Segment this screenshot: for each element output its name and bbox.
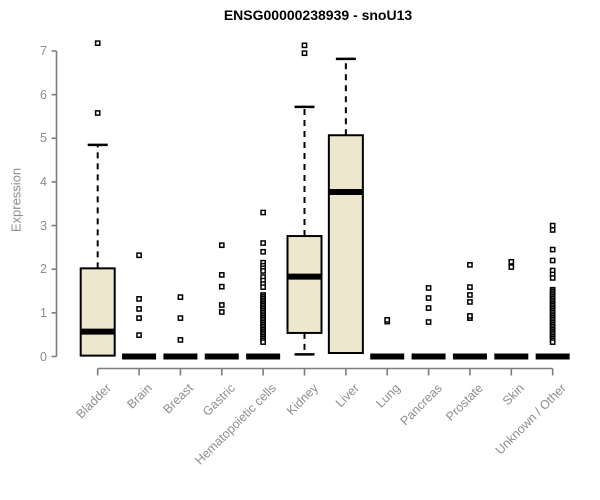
outlier-point [260,284,266,290]
y-tick-label: 3 [40,218,47,233]
outlier-point [260,248,266,255]
outlier-point [94,110,101,116]
outlier-point [136,315,142,321]
box-group [79,40,116,357]
outlier-point [301,50,308,57]
y-tick-label: 7 [40,44,47,59]
chart-title: ENSG00000238939 - snoU13 [223,7,413,23]
box-group [411,285,446,360]
outlier-point [260,209,266,216]
outlier-point [136,306,142,312]
outlier-point [177,315,184,321]
outlier-point [425,319,432,325]
outlier-point [549,257,556,264]
outlier-point [549,275,556,281]
outlier-point [467,284,473,290]
outlier-point [260,268,266,274]
outlier-point [467,292,473,298]
box-group [535,222,570,360]
outlier-point [508,264,515,270]
outlier-point [467,262,473,268]
outlier-point [218,309,225,315]
y-tick-label: 1 [40,305,47,320]
outlier-point [136,252,142,259]
box-group [246,209,281,360]
outlier-point [549,222,556,229]
outlier-point [549,227,556,233]
outlier-point [549,339,556,345]
box-group [327,57,364,355]
outlier-point [425,285,432,291]
outlier-point [508,258,515,265]
outlier-point [467,299,473,305]
box-group [370,316,405,360]
outlier-point [94,40,101,47]
outlier-point [425,295,432,301]
outlier-point [549,246,556,253]
outlier-point [218,283,225,290]
outlier-point [218,302,225,308]
outlier-point [136,332,142,338]
box-group [204,242,239,360]
outlier-point [177,337,184,343]
box-group [163,294,198,360]
box-group [286,42,323,356]
box-group [122,252,157,360]
outlier-point [467,313,473,319]
iqr-box [79,267,116,357]
outlier-point [425,305,432,311]
outlier-point [218,242,225,249]
outlier-point [218,272,225,278]
y-tick-label: 0 [40,349,47,364]
outlier-point [136,296,142,302]
outlier-point [384,316,391,323]
outlier-point [260,339,266,345]
y-tick-label: 2 [40,262,47,277]
y-tick-label: 4 [40,174,47,189]
box-group [452,262,487,360]
box-group [494,258,529,360]
iqr-box [327,134,364,355]
outlier-point [177,294,184,300]
y-tick-label: 5 [40,131,47,146]
outlier-point [301,42,308,49]
outlier-point [260,240,266,246]
y-tick-label: 6 [40,87,47,102]
iqr-box [286,235,323,334]
